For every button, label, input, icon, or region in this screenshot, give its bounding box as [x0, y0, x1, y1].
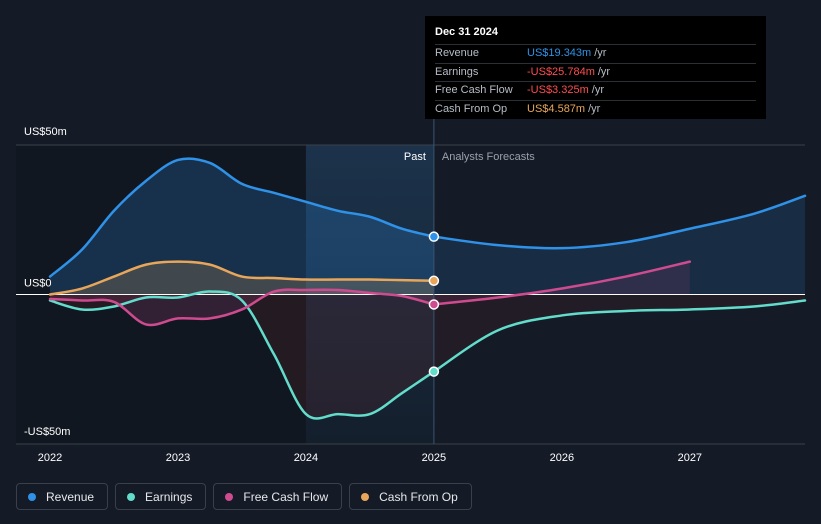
legend-dot-icon: [361, 492, 370, 501]
line-revenue-past: [48, 157, 436, 278]
marker-earnings: [428, 366, 440, 377]
tooltip-value: -US$3.325m: [527, 84, 589, 96]
tooltip-unit: /yr: [594, 47, 607, 59]
legend-label: Free Cash Flow: [243, 489, 329, 504]
legend-item-earnings[interactable]: Earnings: [115, 483, 207, 510]
tooltip-label: Earnings: [435, 65, 479, 78]
legend-label: Revenue: [46, 489, 95, 504]
line-revenue-forecast: [432, 194, 807, 250]
x-tick-label: 2023: [166, 452, 190, 464]
legend-item-revenue[interactable]: Revenue: [16, 483, 109, 510]
line-earnings-forecast: [432, 299, 807, 373]
y-tick-label: US$50m: [24, 126, 67, 138]
marker-free-cash-flow: [428, 299, 440, 310]
area-revenue-past: [50, 158, 434, 295]
legend-item-cash-from-op[interactable]: Cash From Op: [349, 483, 472, 510]
marker-revenue: [428, 231, 440, 242]
tooltip-date: Dec 31 2024: [435, 26, 498, 38]
past-label: Past: [404, 151, 426, 163]
legend-label: Cash From Op: [379, 489, 458, 504]
area-earnings-past: [50, 291, 434, 419]
tooltip-unit: /yr: [588, 102, 601, 115]
legend-dot-icon: [127, 492, 136, 501]
legend: Revenue Earnings Free Cash Flow Cash Fro…: [16, 483, 472, 510]
tooltip-row-free-cash-flow: Free Cash Flow -US$3.325m /yr: [435, 81, 756, 100]
tooltip-unit: /yr: [597, 65, 611, 78]
tooltip-label: Revenue: [435, 47, 480, 59]
area-free-cash-flow-forecast: [433, 261, 690, 305]
tooltip-row-cash-from-op: Cash From Op US$4.587m /yr: [435, 99, 756, 119]
x-tick-label: 2024: [294, 452, 318, 464]
legend-item-free-cash-flow[interactable]: Free Cash Flow: [213, 483, 343, 510]
tooltip-value: -US$25.784m: [527, 65, 595, 78]
legend-dot-icon: [28, 492, 36, 501]
line-earnings-past: [48, 290, 436, 420]
tooltip-value: US$4.587m: [527, 102, 586, 115]
line-cash-from-op-past: [48, 260, 436, 296]
tooltip: Dec 31 2024 Revenue US$19.343m /yr Earni…: [425, 16, 766, 119]
tooltip-row-revenue: Revenue US$19.343m /yr: [435, 44, 756, 63]
x-tick-label: 2026: [550, 452, 574, 464]
y-tick-label: US$0: [24, 278, 52, 290]
tooltip-row-earnings: Earnings -US$25.784m /yr: [435, 62, 756, 82]
legend-label: Earnings: [145, 489, 193, 504]
tooltip-label: Free Cash Flow: [435, 84, 513, 96]
tooltip-value: US$19.343m: [527, 47, 592, 59]
area-earnings-forecast: [433, 294, 805, 372]
tooltip-unit: /yr: [591, 84, 604, 96]
marker-cash-from-op: [428, 275, 440, 287]
y-tick-label: -US$50m: [24, 426, 70, 438]
tooltip-label: Cash From Op: [435, 102, 508, 115]
x-tick-label: 2025: [422, 452, 446, 464]
legend-dot-icon: [225, 492, 234, 501]
x-tick-label: 2027: [678, 452, 702, 464]
area-cash-from-op-past: [50, 261, 434, 295]
x-tick-label: 2022: [38, 452, 62, 464]
area-revenue-forecast: [433, 195, 805, 295]
forecast-label: Analysts Forecasts: [442, 151, 535, 163]
line-free-cash-flow-past: [48, 288, 436, 327]
line-free-cash-flow-forecast: [432, 260, 692, 306]
